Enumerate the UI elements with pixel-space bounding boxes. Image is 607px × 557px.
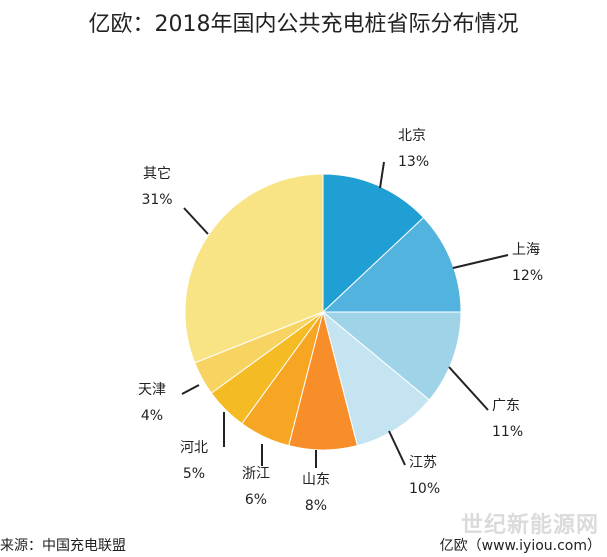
leader-line-3 (388, 430, 406, 466)
source-note: 来源：中国充电联盟 (0, 538, 126, 554)
slice-label-4: 山东 (302, 472, 330, 488)
slice-label-1: 上海 (512, 242, 540, 258)
slice-label-5: 浙江 (242, 466, 270, 482)
pie-slice-8 (184, 173, 324, 364)
chart-title: 亿欧：2018年国内公共充电桩省际分布情况 (88, 12, 519, 37)
pie-slice-3 (322, 310, 431, 447)
pie-slice-2 (321, 311, 462, 401)
slice-label-7: 天津 (138, 382, 166, 398)
slice-value-label-2: 11% (492, 424, 523, 440)
slice-label-6: 河北 (180, 440, 208, 456)
leader-line-0 (379, 161, 385, 189)
slice-value-label-8: 31% (141, 192, 172, 208)
leader-line-2 (448, 366, 489, 411)
leader-line-7 (181, 384, 200, 395)
slice-value-label-4: 8% (305, 498, 327, 514)
slice-value-label-3: 10% (409, 481, 440, 497)
slice-value-label-1: 12% (512, 268, 543, 284)
pie-slice-1 (321, 216, 462, 313)
slice-label-8: 其它 (143, 165, 171, 182)
publisher-note: 亿欧（www.iyiou.com） (439, 538, 601, 554)
slice-value-label-0: 13% (398, 154, 429, 170)
leader-line-1 (452, 254, 509, 269)
slice-label-2: 广东 (492, 398, 520, 414)
slice-label-3: 江苏 (409, 455, 437, 471)
slice-value-label-6: 5% (183, 466, 205, 482)
slice-value-label-5: 6% (245, 492, 267, 508)
slice-value-label-7: 4% (141, 408, 163, 424)
leader-line-8 (183, 207, 209, 235)
watermark: 世纪新能源网 (460, 513, 599, 538)
slice-label-0: 北京 (398, 128, 426, 144)
pie-slice-0 (322, 173, 425, 314)
